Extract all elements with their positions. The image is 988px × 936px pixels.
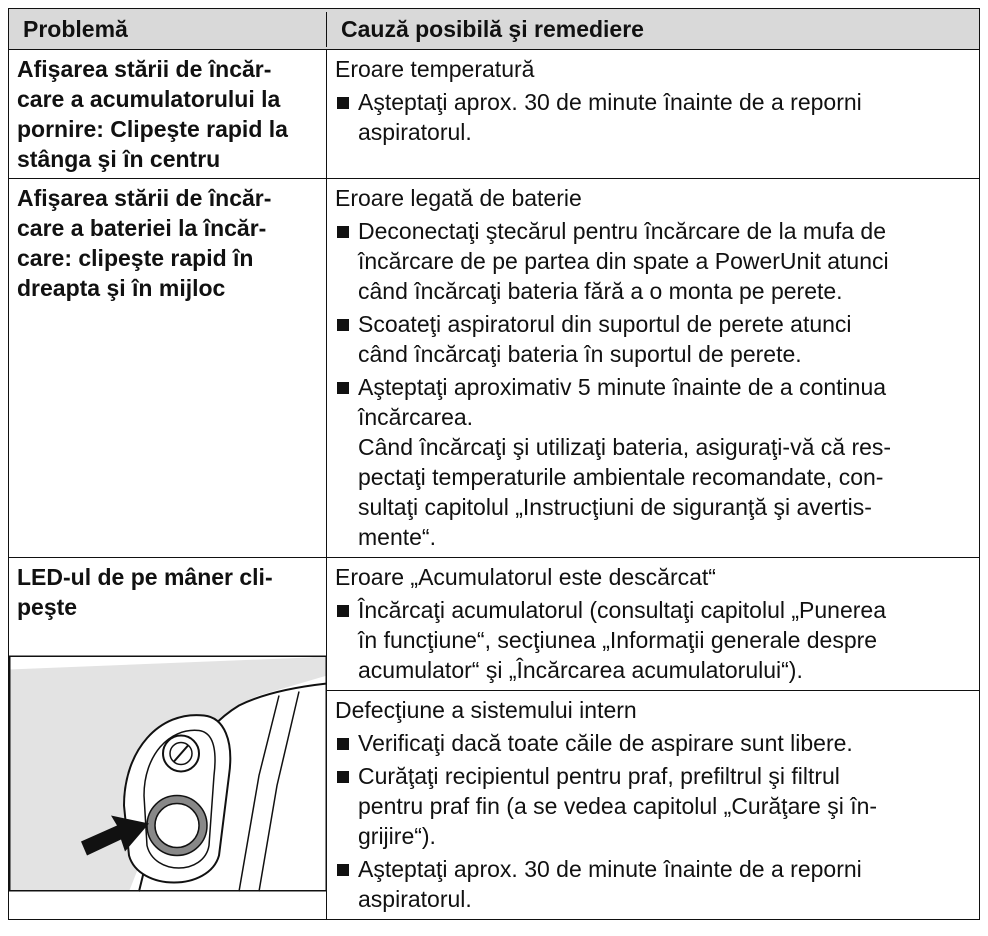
problem-text: dreapta şi în mijloc [17,275,226,301]
step-text: Aşteptaţi aprox. 30 de minute înainte de… [358,854,862,914]
step-text: Încărcaţi acumulatorul (consultaţi capit… [358,595,886,685]
remedy-step: Deconectaţi ştecărul pentru încărcare de… [335,216,971,306]
bullet [337,382,349,394]
bullet [337,771,349,783]
note-line: sultaţi capitolul „Instrucţiuni de sigur… [358,494,872,520]
step-line: Deconectaţi ştecărul pentru încărcare de… [358,218,887,244]
remedy-step: Curăţaţi recipientul pentru praf, prefil… [335,761,971,851]
bullet [337,319,349,331]
cause-block: Eroare temperatură Aşteptaţi aprox. 30 de… [327,50,979,152]
header-cell: Problemă [9,11,327,47]
cause-title: Eroare „Acumulatorul este descărcat“ [335,564,716,590]
remedy-step: Încărcaţi acumulatorul (consultaţi capit… [335,595,971,685]
step-line: aspiratorul. [358,886,472,912]
problem-cell: LED-ul de pe mâner cli-peşte [9,558,327,919]
step-line: când încărcaţi bateria fără a o monta pe… [358,278,843,304]
step-line: când încărcaţi bateria în suportul de pe… [358,341,802,367]
remedy-step: Scoateţi aspiratorul din suportul de per… [335,309,971,369]
problem-text: Afişarea stării de încăr- [17,56,272,82]
bullet [337,738,349,750]
step-line: pentru praf fin (a se vedea capitolul „C… [358,793,878,819]
remedy-step: Aşteptaţi aprox. 30 de minute înainte de… [335,854,971,914]
cause-cell: Eroare „Acumulatorul este descărcat“ Încă… [327,558,979,919]
problem-cell: Afişarea stării de încăr-care a acumulat… [9,50,327,178]
step-text: Aşteptaţi aprox. 30 de minute înainte de… [358,87,862,147]
cause-title: Eroare temperatură [335,56,535,82]
step-line: Curăţaţi recipientul pentru praf, prefil… [358,763,840,789]
handle-illustration [9,655,327,892]
step-text: Verificaţi dacă toate căile de aspirare … [358,728,853,758]
cause-cell: Eroare temperatură Aşteptaţi aprox. 30 de… [327,50,979,178]
troubleshooting-table: Problemă Cauză posibilă şi remediere Afi… [8,8,980,920]
step-line: încărcarea. [358,404,474,430]
problem-text: LED-ul de pe mâner cli- [17,564,273,590]
step-line: aspiratorul. [358,119,472,145]
cause-cell: Eroare legată de baterie Deconectaţi ştec… [327,179,979,557]
problem-cell: Afişarea stării de încăr-care a bateriei… [9,179,327,557]
table-row: Afişarea stării de încăr-care a bateriei… [9,178,979,557]
bullet [337,226,349,238]
problem-text: Afişarea stării de încăr- [17,185,272,211]
step-line: Verificaţi dacă toate căile de aspirare … [358,730,853,756]
note-line: pectaţi temperaturile ambientale recoman… [358,464,884,490]
cause-block: Eroare legată de baterie Deconectaţi ştec… [327,179,979,557]
bullet [337,605,349,617]
step-line: grijire“). [358,823,436,849]
problem-text: peşte [17,594,78,620]
cause-title: Eroare legată de baterie [335,185,582,211]
table-row: Afişarea stării de încăr-care a acumulat… [9,49,979,178]
step-line: Aşteptaţi aprox. 30 de minute înainte de… [358,89,862,115]
header-cell: Cauză posibilă şi remediere [341,15,644,42]
cause-block: Defecţiune a sistemului intern Verificaţi… [327,690,979,919]
bullet [337,864,349,876]
step-line: Scoateţi aspiratorul din suportul de per… [358,311,852,337]
header-row: Problemă Cauză posibilă şi remediere [9,9,979,49]
problem-text: care a bateriei la încăr- [17,215,267,241]
problem-text: care a acumulatorului la [17,86,281,112]
step-text: Curăţaţi recipientul pentru praf, prefil… [358,761,877,851]
step-text: Deconectaţi ştecărul pentru încărcare de… [358,216,889,306]
problem-text: stânga şi în centru [17,146,221,172]
step-line: încărcare de pe partea din spate a Power… [358,248,889,274]
step-text: Scoateţi aspiratorul din suportul de per… [358,309,852,369]
remedy-step: Aşteptaţi aproximativ 5 minute înainte d… [335,372,971,432]
problem-text: pornire: Clipeşte rapid la [17,116,288,142]
note-line: mente“. [358,524,436,550]
step-line: în funcţiune“, secţiunea „Informaţii gen… [358,627,878,653]
problem-text: care: clipeşte rapid în [17,245,254,271]
step-line: Încărcaţi acumulatorul (consultaţi capit… [358,597,886,623]
step-line: acumulator“ şi „Încărcarea acumulatorulu… [358,657,803,683]
step-line: Aşteptaţi aproximativ 5 minute înainte d… [358,374,887,400]
note-line: Când încărcaţi şi utilizaţi bateria, asi… [358,434,892,460]
step-text: Aşteptaţi aproximativ 5 minute înainte d… [358,372,886,432]
table-row: LED-ul de pe mâner cli-peşte Eroare „Acu… [9,557,979,919]
step-line: Aşteptaţi aprox. 30 de minute înainte de… [358,856,862,882]
cause-title: Defecţiune a sistemului intern [335,697,637,723]
cause-block: Eroare „Acumulatorul este descărcat“ Încă… [327,558,979,690]
remedy-step: Verificaţi dacă toate căile de aspirare … [335,728,971,758]
remedy-step: Aşteptaţi aprox. 30 de minute înainte de… [335,87,971,147]
bullet [337,97,349,109]
